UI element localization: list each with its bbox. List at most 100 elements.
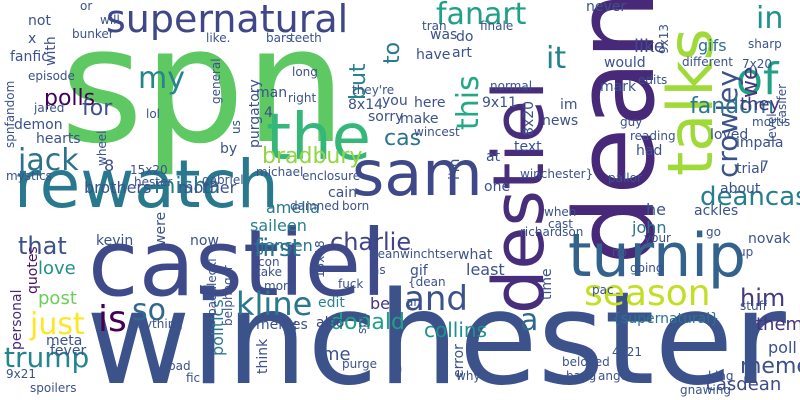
word-to: to	[380, 41, 405, 64]
word-wincest: wincest	[414, 125, 460, 139]
word-mystics: mystics	[6, 169, 52, 183]
word-gifs: gifs	[698, 36, 727, 55]
word-jack: jack	[18, 143, 79, 178]
word-you: you	[382, 93, 408, 109]
word-9: 9	[390, 358, 403, 382]
word-take: take	[256, 265, 282, 279]
word-9x21: 9x21	[6, 367, 37, 381]
word-mother: mother	[178, 178, 237, 197]
word-at: at	[486, 149, 501, 165]
word-deanwinchtser: deanwinchtser	[370, 247, 459, 261]
word-text: text	[514, 139, 542, 155]
word-as: as	[372, 263, 386, 277]
word-loved: loved	[710, 127, 749, 143]
word-fuck: fuck	[338, 277, 364, 291]
word-con: con	[258, 255, 280, 269]
word-7x20: 7x20	[742, 57, 773, 71]
word-news: news	[542, 113, 579, 129]
word-edit: edit	[318, 295, 345, 311]
word-im: im	[560, 97, 578, 113]
word-meta: meta	[46, 333, 83, 349]
word-belphegor: belphegor	[221, 265, 235, 326]
word-damned: damned	[290, 199, 340, 213]
word-turnip: turnip	[568, 221, 746, 291]
word-be: be	[370, 294, 390, 313]
word-donald: donald	[330, 310, 405, 335]
word-time: time	[539, 268, 555, 300]
word-reading: reading	[630, 129, 676, 143]
word-bunker: bunker	[72, 27, 114, 41]
word-padalecki: padalecki	[205, 258, 219, 316]
word-they: they	[740, 94, 781, 115]
word-or: or	[80, 0, 93, 13]
word-winchester: winchester	[86, 265, 786, 400]
word-4: 4	[264, 105, 273, 121]
word-purge: purge	[342, 357, 377, 371]
word-pac: pac	[592, 283, 614, 297]
word-bad: bad	[168, 359, 191, 373]
word-would: would	[604, 55, 646, 71]
word-cain: cain	[328, 185, 358, 201]
word-season: season	[584, 273, 711, 314]
word-he: he	[646, 200, 666, 219]
word-make: make	[400, 111, 439, 127]
word-here: here	[414, 95, 446, 111]
word-go: go	[706, 225, 721, 239]
word-casdean: casdean	[706, 374, 782, 395]
word-about: about	[720, 181, 761, 197]
word-normal: normal	[490, 79, 533, 93]
word-meme: meme	[740, 354, 800, 379]
word-art: art	[452, 45, 472, 61]
word-in: in	[756, 1, 784, 36]
word-have: have	[416, 47, 451, 63]
word-why: why	[456, 369, 481, 383]
word-8x20: 8x20	[521, 100, 537, 136]
word-collins: collins	[424, 318, 487, 342]
word-first: first	[254, 234, 301, 262]
word-spnfandom: spnfandom	[3, 80, 17, 148]
word-personal: personal	[9, 289, 25, 350]
word-hearts: hearts	[36, 131, 81, 147]
word-memes: memes	[256, 317, 308, 333]
word-the: the	[266, 101, 372, 175]
word-amelia: amelia	[266, 198, 320, 217]
word-8: 8	[104, 156, 115, 175]
word-9x11: 9x11	[482, 95, 518, 111]
word-up: up	[738, 245, 754, 259]
word-least: least	[466, 260, 505, 279]
word-long: long	[292, 65, 318, 79]
word-me: me	[322, 344, 351, 365]
word-beloved: beloved	[562, 355, 610, 369]
word-what: what	[458, 247, 493, 263]
word-like-dot: like.	[206, 31, 231, 45]
word-like: like	[634, 36, 665, 57]
word-post: post	[38, 288, 77, 309]
word-jared: jared	[34, 101, 65, 115]
word-tran: tran	[422, 19, 447, 33]
word-is: is	[98, 299, 127, 340]
word-gif: gif	[410, 263, 428, 279]
word-level: level	[765, 113, 779, 142]
word-7: 7	[760, 159, 769, 175]
word-edits: edits	[638, 73, 668, 87]
word-demon: demon	[14, 117, 63, 133]
word-spn-small: spn	[355, 312, 369, 334]
word-bars: bars	[266, 31, 293, 45]
word-hester: hester	[134, 175, 173, 189]
word-supernatural: supernatural	[106, 0, 349, 41]
word-sharp: sharp	[748, 37, 782, 51]
word-michael: michael	[256, 165, 304, 179]
word-mortis: mortis	[752, 115, 791, 129]
word-my: my	[138, 61, 185, 96]
word-novak: novak	[748, 231, 791, 247]
word-richardson: richardson	[520, 225, 584, 239]
word-lol: lol	[146, 107, 161, 121]
word-were: were	[153, 211, 169, 246]
word-15x20: 15x20	[130, 163, 168, 177]
word-let: let	[285, 320, 299, 336]
word-fandom: fandom	[690, 94, 775, 119]
word-just: just	[30, 307, 85, 342]
word-so: so	[132, 293, 166, 328]
word-him: him	[740, 284, 786, 312]
word-15x18: 15x18	[313, 240, 327, 278]
